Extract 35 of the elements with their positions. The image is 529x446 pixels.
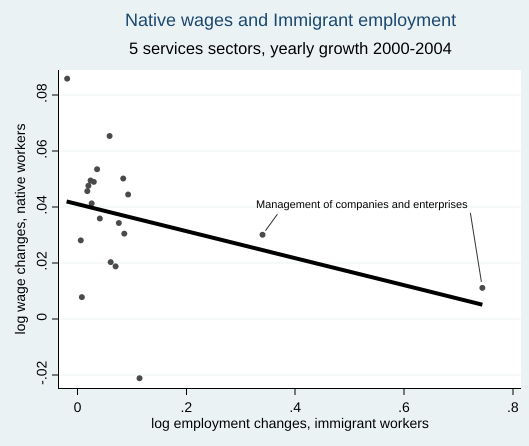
point xyxy=(116,220,122,226)
point xyxy=(479,284,486,291)
point xyxy=(96,216,103,222)
x-tick-label: 0 xyxy=(74,398,82,415)
y-tick-label: -.02 xyxy=(33,360,50,385)
point xyxy=(121,230,128,237)
y-tick-label: .08 xyxy=(33,83,50,103)
point xyxy=(90,178,97,185)
point xyxy=(125,191,132,198)
y-tick-label: 0 xyxy=(33,312,50,321)
y-tick-label: .06 xyxy=(33,139,50,159)
point xyxy=(120,176,126,182)
x-tick-label: .2 xyxy=(180,398,192,415)
x-tick-label: .8 xyxy=(506,398,519,415)
point xyxy=(78,237,84,244)
point xyxy=(136,375,143,382)
point xyxy=(88,200,95,206)
point xyxy=(260,232,266,238)
y-tick-label: .04 xyxy=(33,195,50,215)
x-axis-title: log employment changes, immigrant workers xyxy=(151,414,429,431)
point xyxy=(108,259,114,266)
point xyxy=(106,133,113,140)
annotation: Management of companies and enterprises xyxy=(256,199,468,211)
chart-subtitle: 5 services sectors, yearly growth 2000-2004 xyxy=(129,40,452,58)
point xyxy=(78,294,85,300)
chart-title: Native wages and Immigrant employment xyxy=(125,10,456,30)
point xyxy=(94,166,100,172)
point xyxy=(64,76,70,82)
point xyxy=(112,263,119,270)
y-axis-title: log wage changes, native workers xyxy=(12,124,28,334)
x-tick-label: .4 xyxy=(289,398,302,415)
x-tick-label: .6 xyxy=(398,398,410,415)
y-tick-label: .02 xyxy=(33,250,50,271)
point xyxy=(84,188,90,194)
point xyxy=(85,182,92,189)
